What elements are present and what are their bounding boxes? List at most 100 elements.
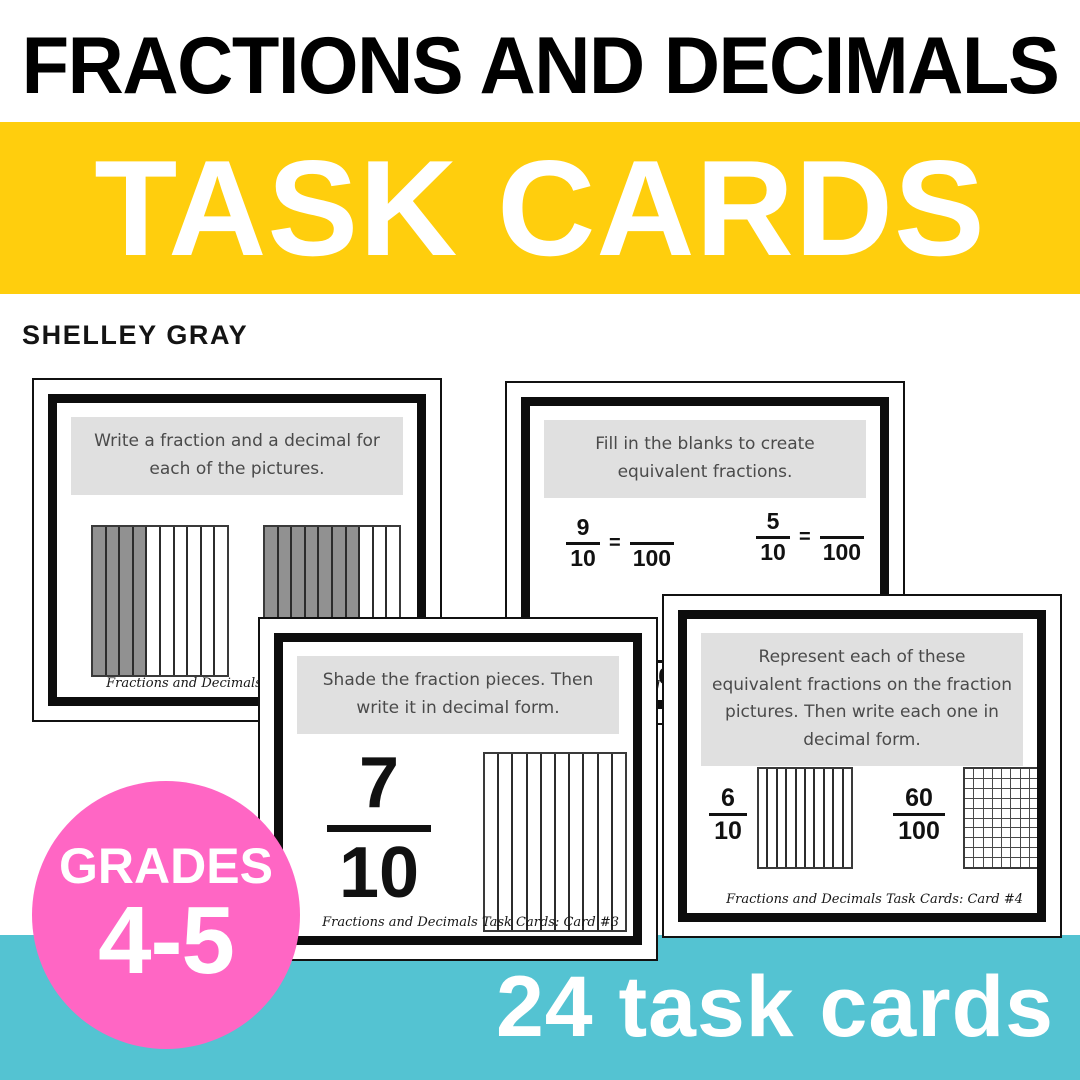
fraction-bar — [756, 535, 790, 539]
grid-cell — [984, 848, 993, 858]
fraction-right-blank: 100 — [819, 510, 865, 565]
grid-cell — [965, 858, 975, 868]
task-card-2-prompt: Fill in the blanks to create equivalent … — [544, 420, 866, 499]
grid-cell — [984, 769, 993, 778]
grid-row — [965, 818, 1037, 829]
grid-cell — [759, 769, 769, 867]
grades-badge-value: 4-5 — [98, 887, 235, 994]
equation-row: 9 10 = 100 — [566, 515, 675, 571]
page-title: FRACTIONS AND DECIMALS — [21, 20, 1060, 111]
fraction-denominator: 100 — [822, 538, 862, 565]
fraction-bar-grid — [483, 752, 627, 932]
task-card-3[interactable]: Shade the fraction pieces. Then write it… — [258, 617, 658, 961]
grid-cell — [1039, 789, 1046, 798]
grid-cell — [93, 527, 107, 675]
fraction-denominator: 10 — [760, 538, 786, 565]
task-card-3-prompt: Shade the fraction pieces. Then write it… — [297, 656, 619, 735]
grid-cell — [1021, 788, 1031, 798]
grid-cell — [1039, 838, 1046, 847]
grid-cell — [1002, 788, 1012, 798]
grid-cell — [1021, 818, 1031, 828]
grid-row — [965, 848, 1037, 859]
grid-cell — [1030, 779, 1037, 788]
grid-cell — [993, 798, 1003, 808]
grid-cell — [993, 828, 1003, 838]
grid-cell — [1030, 769, 1037, 778]
task-card-1[interactable]: Write a fraction and a decimal for each … — [32, 378, 442, 722]
task-card-3-footer: Fractions and Decimals Task Cards: Card … — [322, 915, 619, 930]
fraction-bar-grid — [757, 767, 853, 869]
grid-cell — [1021, 778, 1031, 788]
grid-cell — [974, 788, 984, 798]
grid-cell — [1011, 828, 1021, 838]
grid-cell — [787, 769, 797, 867]
grid-cell — [984, 828, 993, 838]
grid-cell — [1030, 799, 1037, 808]
grid-cell — [613, 754, 625, 930]
grid-cell — [1002, 769, 1012, 778]
fraction-display: 6 10 — [709, 785, 747, 844]
grid-cell — [965, 828, 975, 838]
grid-cell — [993, 808, 1003, 818]
grid-cell — [965, 769, 975, 778]
grid-cell — [993, 858, 1003, 868]
grid-cell — [1011, 858, 1021, 868]
fraction-denominator: 10 — [570, 544, 596, 571]
grid-cell — [120, 527, 134, 675]
grid-cell — [984, 798, 993, 808]
grid-cell — [825, 769, 835, 867]
grid-cell — [1030, 858, 1037, 867]
task-card-4-body: 6 10 60 100 — [687, 619, 1037, 913]
grid-cell — [993, 788, 1003, 798]
grid-cell — [993, 838, 1003, 848]
task-card-4[interactable]: Represent each of these equivalent fract… — [662, 594, 1062, 938]
grid-cell — [965, 778, 975, 788]
grid-cell — [1011, 798, 1021, 808]
grid-cell — [1030, 838, 1037, 847]
grid-cell — [1002, 798, 1012, 808]
fraction-bar — [709, 813, 747, 816]
grid-cell — [1011, 848, 1021, 858]
grid-row — [965, 769, 1037, 779]
grid-cell — [1021, 808, 1031, 818]
grid-row — [965, 778, 1046, 789]
grid-cell — [834, 769, 844, 867]
grades-badge-label: GRADES — [59, 838, 273, 894]
grid-cell — [974, 798, 984, 808]
grid-cell — [556, 754, 571, 930]
grid-cell — [965, 818, 975, 828]
grid-cell — [1011, 788, 1021, 798]
equation-row: 5 10 = 100 — [756, 509, 865, 565]
grid-cell — [1030, 828, 1037, 837]
fraction-right-blank: 100 — [629, 516, 675, 571]
grid-cell — [215, 527, 227, 675]
grid-cell — [1030, 809, 1037, 818]
grid-cell — [175, 527, 189, 675]
grid-cell — [1021, 828, 1031, 838]
grid-cell — [1021, 858, 1031, 868]
fraction-denominator: 100 — [898, 817, 940, 845]
grid-cell — [1039, 828, 1046, 837]
grid-cell — [984, 818, 993, 828]
fraction-bar — [819, 535, 865, 539]
grid-cell — [1011, 838, 1021, 848]
grid-cell — [965, 838, 975, 848]
grid-cell — [1039, 799, 1046, 808]
grid-row — [965, 798, 1046, 809]
grid-cell — [768, 769, 778, 867]
grid-cell — [965, 798, 975, 808]
grid-cell — [161, 527, 175, 675]
fraction-bar — [327, 824, 431, 832]
grid-cell — [188, 527, 202, 675]
grid-cell — [1030, 819, 1037, 828]
grid-cell — [778, 769, 788, 867]
equals-sign: = — [609, 531, 621, 554]
grid-cell — [974, 858, 984, 868]
grid-cell — [1039, 779, 1046, 788]
hundreds-grid — [963, 767, 1046, 869]
grid-cell — [974, 769, 984, 778]
grid-row — [965, 858, 1037, 868]
grid-cell — [1030, 848, 1037, 857]
grid-cell — [147, 527, 161, 675]
grid-cell — [1011, 769, 1021, 778]
